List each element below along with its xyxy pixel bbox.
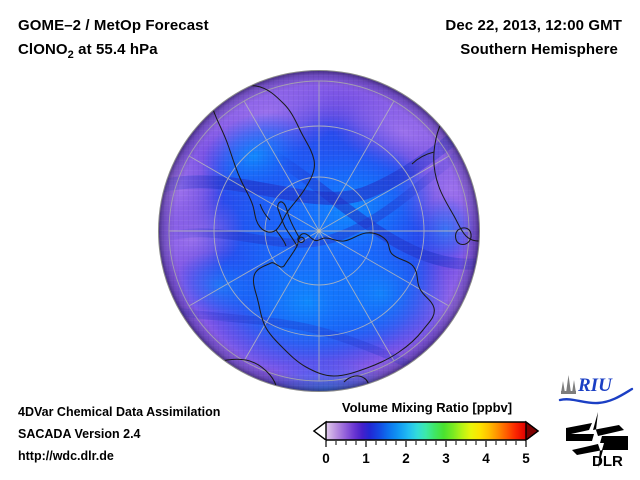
colorbar-tick-2: 2 [402, 451, 410, 466]
south-pole-marker [317, 229, 321, 233]
footer-left-block: 4DVar Chemical Data Assimilation SACADA … [18, 401, 220, 467]
riu-wordmark: RIU [577, 375, 613, 396]
colorbar-ticks [325, 441, 527, 447]
riu-bars-icon [561, 375, 576, 394]
riu-swoosh-icon [558, 387, 634, 405]
globe-outline [158, 70, 480, 392]
species-subscript: 2 [67, 49, 74, 61]
riu-logo: RIU [558, 371, 634, 407]
colorbar-title: Volume Mixing Ratio [ppbv] [341, 400, 513, 415]
method-label: 4DVar Chemical Data Assimilation [18, 405, 221, 419]
page-title: GOME–2 / MetOp Forecast [18, 17, 209, 34]
colorbar-tick-5: 5 [522, 451, 530, 466]
colorbar: Volume Mixing Ratio [ppbv] [312, 400, 540, 471]
colorbar-tick-labels: 0 1 2 3 4 5 [312, 451, 540, 471]
version-label: SACADA Version 2.4 [18, 427, 141, 441]
header-right-block: Dec 22, 2013, 12:00 GMT Southern Hemisph… [322, 14, 622, 62]
colorbar-tick-3: 3 [442, 451, 450, 466]
website-url: http://wdc.dlr.de [18, 449, 114, 463]
dlr-logo: DLR [562, 410, 634, 472]
species-level-label: ClONO2 at 55.4 hPa [18, 38, 358, 67]
colorbar-tick-1: 1 [362, 451, 370, 466]
header-left-block: GOME–2 / MetOp Forecast ClONO2 at 55.4 h… [18, 14, 358, 67]
timestamp-label: Dec 22, 2013, 12:00 GMT [445, 17, 622, 34]
globe-map [158, 70, 480, 392]
pressure-level: at 55.4 hPa [73, 41, 158, 58]
species-name: ClONO [18, 41, 68, 58]
dlr-wordmark: DLR [592, 453, 623, 470]
colorbar-tick-0: 0 [322, 451, 330, 466]
colorbar-bar [312, 420, 540, 447]
colorbar-tick-4: 4 [482, 451, 490, 466]
dlr-pinwheel-icon [566, 412, 628, 468]
region-label: Southern Hemisphere [460, 41, 618, 58]
